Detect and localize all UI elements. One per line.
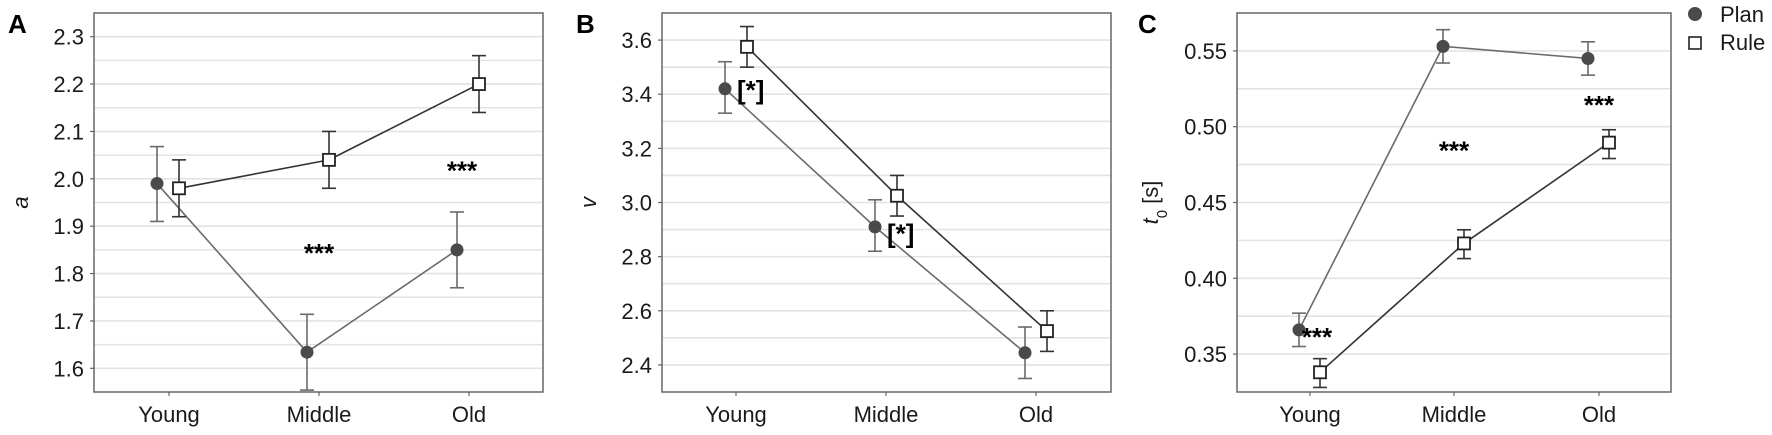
y-tick-label: 0.35 <box>1184 342 1227 367</box>
y-axis-title: a <box>8 196 33 208</box>
significance-marker: *** <box>1439 135 1470 165</box>
y-tick-label: 2.1 <box>53 119 84 144</box>
y-tick-label: 0.55 <box>1184 39 1227 64</box>
series-rule <box>740 25 1054 353</box>
rule-point-icon <box>1602 135 1616 150</box>
x-tick-label: Young <box>705 402 767 427</box>
plan-point-icon <box>868 220 882 234</box>
plan-point-icon <box>300 345 314 359</box>
plan-point-icon <box>450 243 464 257</box>
y-tick-label: 2.4 <box>621 353 652 378</box>
significance-marker: *** <box>304 238 335 268</box>
rule-point-icon <box>1040 324 1054 338</box>
y-tick-label: 3.2 <box>621 136 652 161</box>
legend-rule-label: Rule <box>1720 30 1765 55</box>
significance-marker: [*] <box>887 218 914 248</box>
x-tick-label: Young <box>1279 402 1341 427</box>
rule-point-icon <box>1457 236 1471 251</box>
legend-plan-label: Plan <box>1720 2 1764 27</box>
y-tick-label: 3.4 <box>621 82 652 107</box>
rule-point-icon <box>740 39 754 54</box>
y-tick-label: 2.2 <box>53 72 84 97</box>
series-plan <box>150 145 464 391</box>
panel-label: B <box>576 9 595 39</box>
rule-point-icon <box>322 152 336 167</box>
plan-point-icon <box>718 82 732 96</box>
x-tick-label: Middle <box>854 402 919 427</box>
y-tick-label: 1.8 <box>53 262 84 287</box>
x-tick-label: Middle <box>1422 402 1487 427</box>
legend-plan-marker-icon <box>1688 7 1702 21</box>
plan-point-icon <box>1018 346 1032 360</box>
significance-marker: [*] <box>737 75 764 105</box>
plan-point-icon <box>1292 323 1306 337</box>
x-tick-label: Old <box>1582 402 1616 427</box>
y-tick-label: 3.0 <box>621 191 652 216</box>
legend-rule-marker-icon <box>1688 36 1702 50</box>
y-tick-label: 3.6 <box>621 28 652 53</box>
significance-marker: *** <box>1584 90 1615 120</box>
significance-marker: *** <box>447 155 478 185</box>
panel-label: A <box>8 9 27 39</box>
y-tick-label: 1.7 <box>53 309 84 334</box>
y-tick-label: 2.0 <box>53 167 84 192</box>
y-tick-label: 0.45 <box>1184 191 1227 216</box>
y-axis-title: v <box>576 195 601 208</box>
x-tick-label: Old <box>452 402 486 427</box>
y-tick-label: 2.6 <box>621 299 652 324</box>
series-rule <box>1313 128 1616 389</box>
y-tick-label: 2.3 <box>53 25 84 50</box>
panel-label: C <box>1138 9 1157 39</box>
y-tick-label: 1.9 <box>53 214 84 239</box>
series-plan <box>718 60 1032 380</box>
y-tick-label: 0.40 <box>1184 266 1227 291</box>
y-axis-title: t0 [s] <box>1138 181 1171 225</box>
legend: Plan Rule <box>1688 2 1765 55</box>
series-rule <box>172 54 486 218</box>
y-tick-label: 0.50 <box>1184 115 1227 140</box>
panel-b: B 2.4 2.6 2.8 3.0 3.2 3.4 3.6 Young Middle Old v [*]… <box>576 9 1112 427</box>
x-tick-label: Old <box>1019 402 1053 427</box>
rule-point-icon <box>172 181 186 196</box>
rule-point-icon <box>472 77 486 91</box>
x-tick-label: Young <box>138 402 200 427</box>
panel-c: C 0.35 0.40 0.45 0.50 0.55 Young Middle Old t0 [s… <box>1138 9 1672 427</box>
y-tick-label: 1.6 <box>53 356 84 381</box>
x-tick-label: Middle <box>287 402 352 427</box>
rule-point-icon <box>890 188 904 203</box>
y-tick-label: 2.8 <box>621 245 652 270</box>
significance-marker: *** <box>1302 322 1333 352</box>
plan-point-icon <box>150 177 164 191</box>
series-plan <box>1292 28 1595 348</box>
plan-point-icon <box>1581 51 1595 65</box>
rule-point-icon <box>1313 365 1327 380</box>
panel-a: A 1.6 1.7 1.8 1.9 2.0 2.1 2.2 2.3 Young Middle Old a… <box>8 9 544 427</box>
plan-point-icon <box>1436 39 1450 53</box>
